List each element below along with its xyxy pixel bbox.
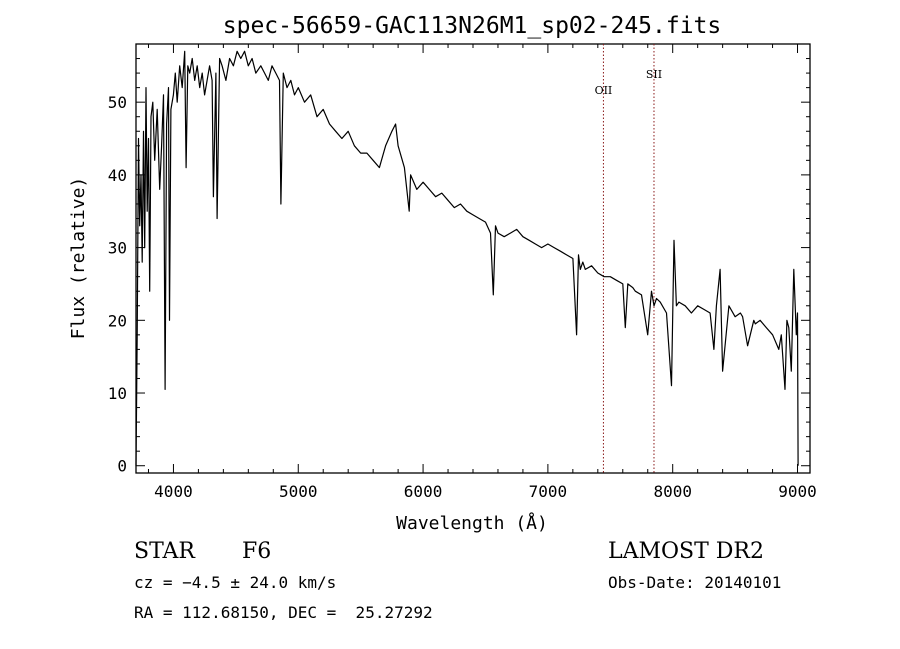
emission-label-sii: SII [646,68,662,81]
plot-border [135,43,811,474]
spectrum-series-line [135,50,799,466]
y-tick-label: 40 [108,166,127,185]
chart-title: spec-56659-GAC113N26M1_sp02-245.fits [223,13,722,39]
survey-name: LAMOST DR2 [608,539,764,564]
redshift-velocity: cz = −4.5 ± 24.0 km/s [134,573,337,592]
x-axis-label: Wavelength (Å) [396,512,548,534]
x-tick-label: 6000 [404,482,443,501]
observation-date: Obs-Date: 20140101 [608,573,782,592]
y-tick-label: 10 [108,384,127,403]
spectral-subclass: F6 [242,539,272,564]
plot-frame [135,43,811,474]
y-axis-ticks: 0 10 20 30 40 50 [108,43,810,476]
x-axis-ticks: 4000 5000 6000 7000 8000 9000 [147,44,817,501]
object-class: STAR [134,539,195,564]
x-tick-label: 4000 [154,482,193,501]
y-tick-label: 30 [108,239,127,258]
y-tick-label: 0 [117,457,127,476]
x-tick-label: 9000 [778,482,817,501]
x-tick-label: 5000 [279,482,318,501]
y-tick-label: 50 [108,93,127,112]
emission-label-oii: OII [595,84,613,97]
x-tick-label: 8000 [653,482,692,501]
y-tick-label: 20 [108,311,127,330]
x-tick-label: 7000 [529,482,568,501]
emission-line-markers: OII SII [595,44,662,473]
y-axis-label: Flux (relative) [68,177,89,340]
sky-coordinates: RA = 112.68150, DEC = 25.27292 [134,603,433,622]
